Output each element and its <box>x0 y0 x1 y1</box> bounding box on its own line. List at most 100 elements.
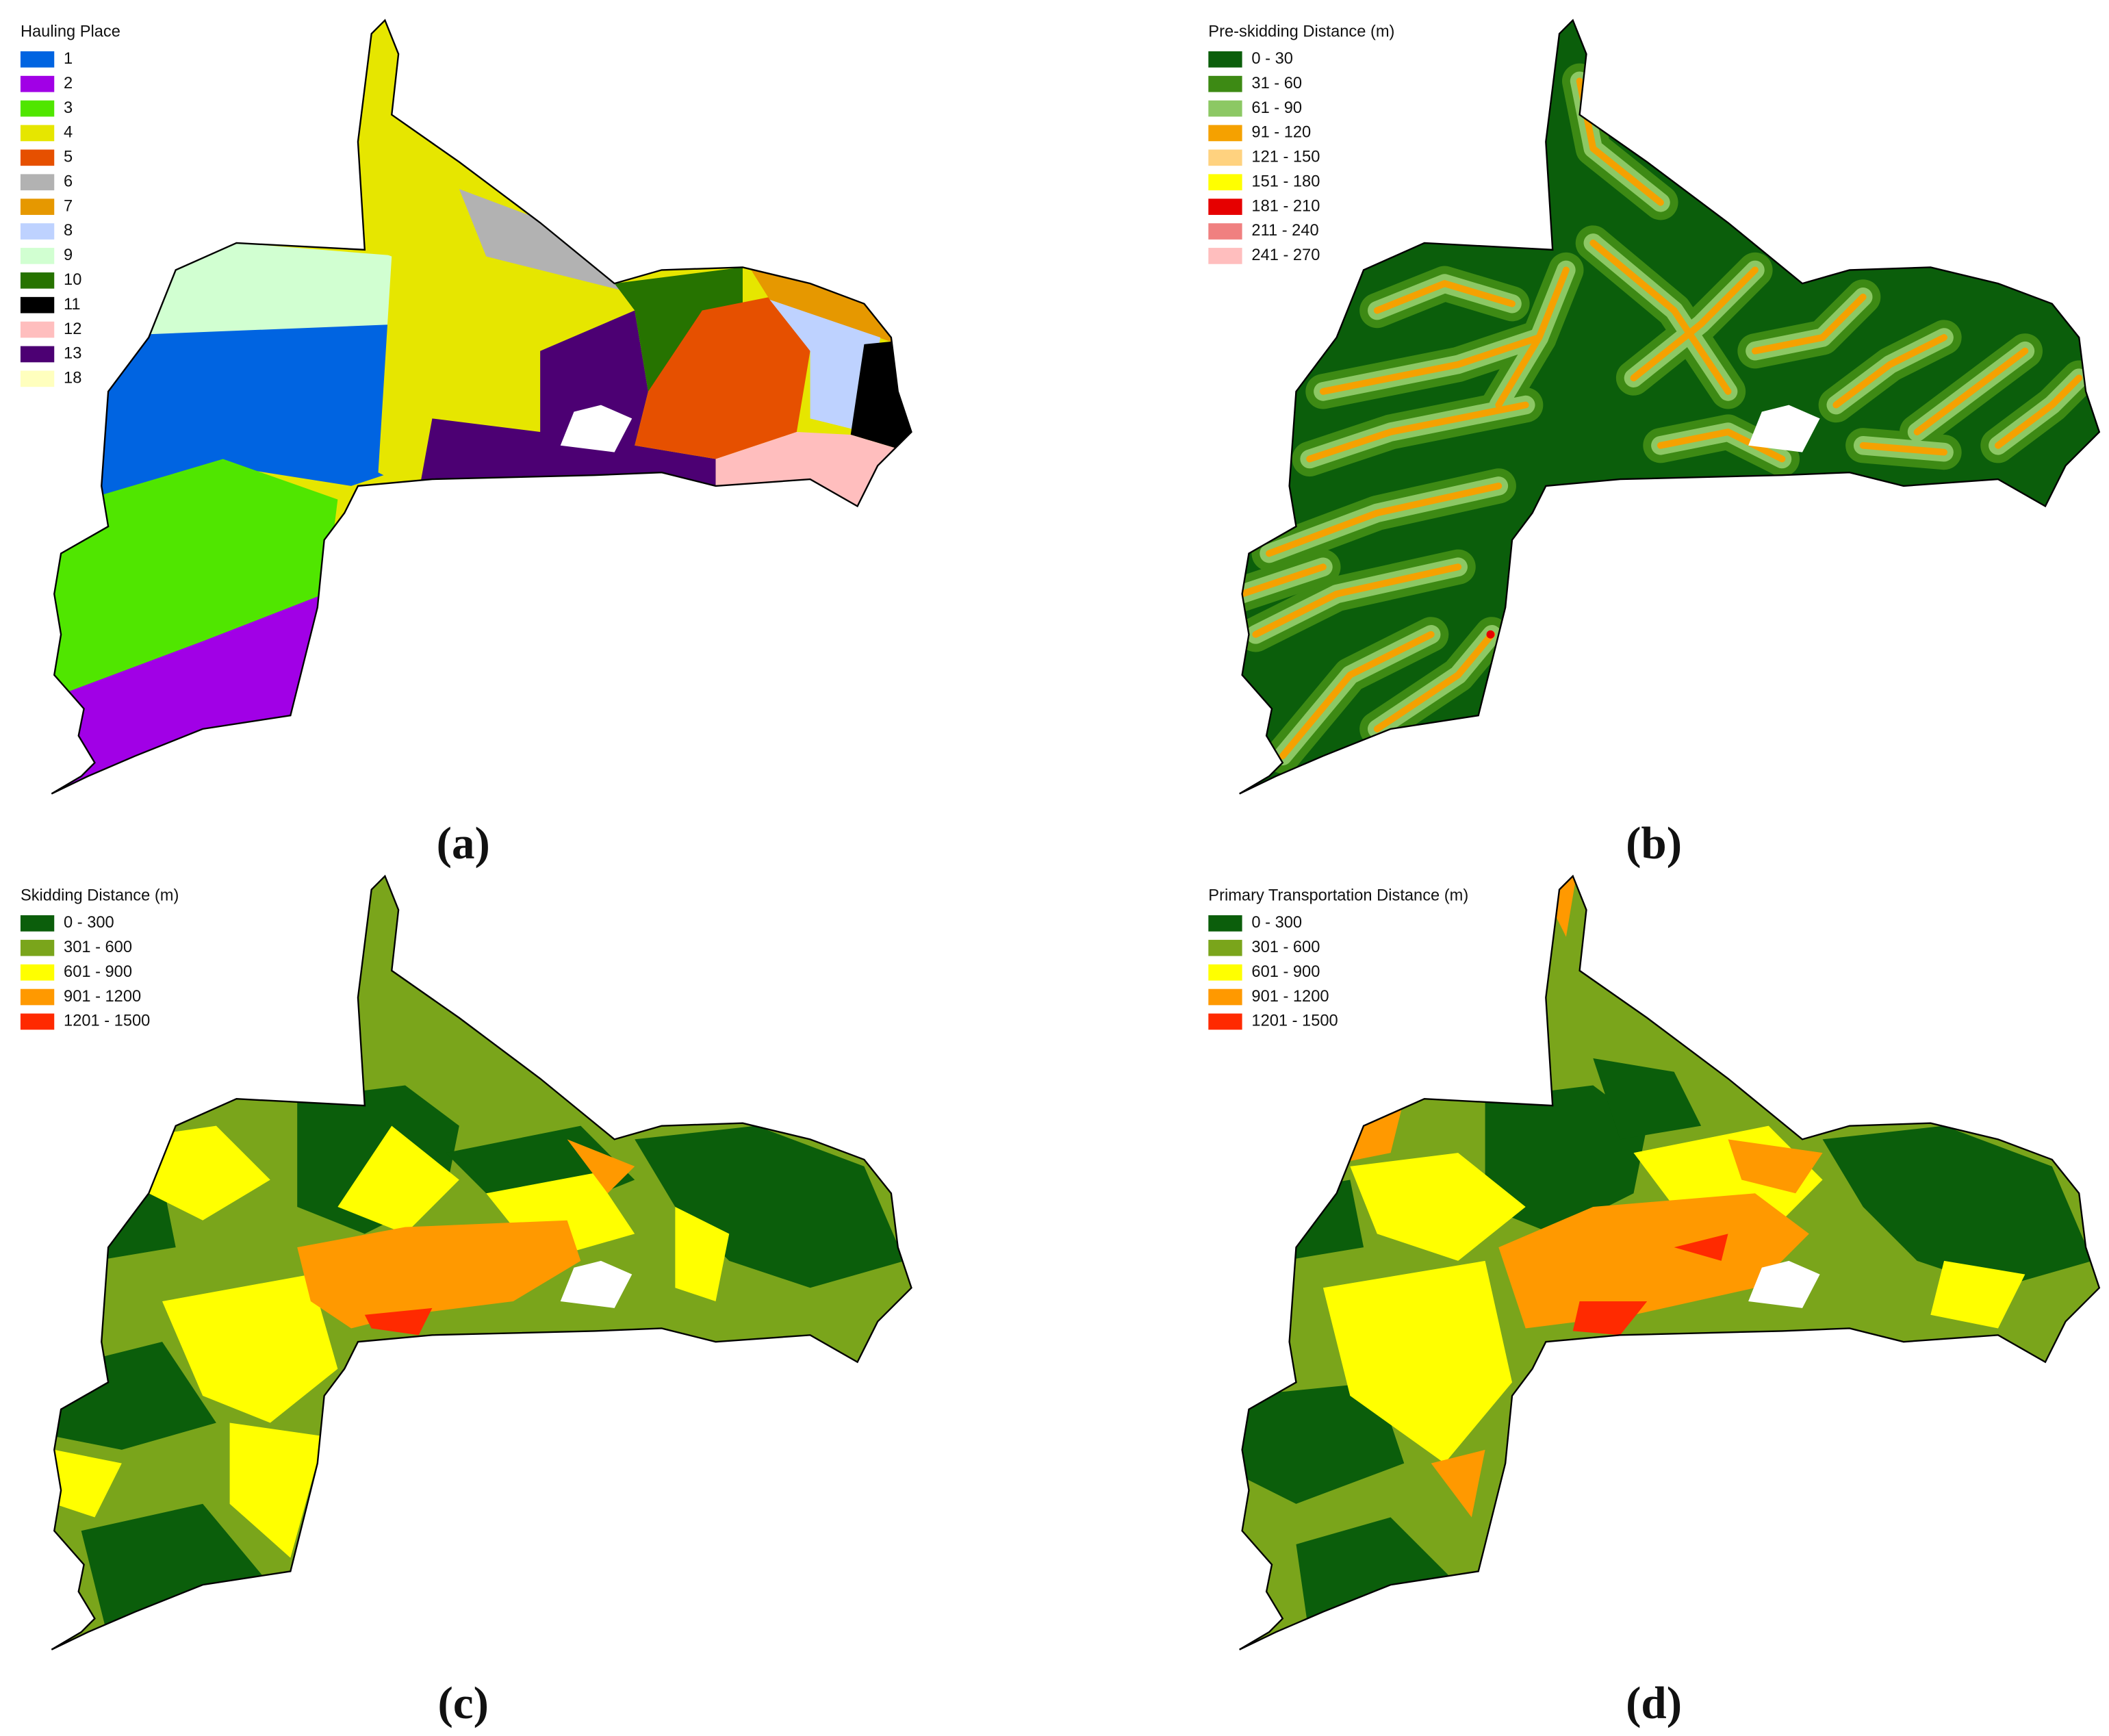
map-zone <box>337 1125 459 1234</box>
map-zone <box>1322 1260 1513 1464</box>
legend-label: 1201 - 1500 <box>1251 1012 1338 1030</box>
legend-label: 31 - 60 <box>1251 75 1302 92</box>
legend-swatch <box>1208 248 1242 264</box>
map-zone <box>1674 1234 1728 1261</box>
legend-label: 6 <box>64 173 73 190</box>
map-zone <box>1498 1193 1809 1329</box>
map-zone <box>1350 1153 1526 1261</box>
legend-label: 1201 - 1500 <box>64 1012 150 1030</box>
legend-label: 241 - 270 <box>1251 246 1320 264</box>
panel-caption: (b) <box>1626 817 1682 869</box>
legend-title: Pre-skidding Distance (m) <box>1208 23 1394 41</box>
map-zone <box>1572 1301 1648 1336</box>
ridge-core <box>1859 442 1947 456</box>
map <box>51 19 912 795</box>
legend-label: 8 <box>64 222 73 240</box>
ridge-core <box>1495 266 1570 409</box>
legend-label: 11 <box>64 296 81 314</box>
legend-swatch <box>20 75 55 92</box>
map <box>1238 875 2101 1650</box>
ridge-core <box>1913 347 2029 435</box>
legend-label: 601 - 900 <box>1251 963 1320 981</box>
legend-label: 211 - 240 <box>1251 222 1318 240</box>
legend-label: 9 <box>64 246 73 264</box>
legend-label: 181 - 210 <box>1251 197 1320 215</box>
ridge-core <box>1995 374 2083 449</box>
legend-swatch <box>1208 149 1242 166</box>
legend-label: 61 - 90 <box>1251 99 1302 117</box>
legend-label: 121 - 150 <box>1251 149 1320 166</box>
legend-swatch <box>1208 174 1242 191</box>
ridge-core <box>1239 563 1327 598</box>
legend-swatch <box>20 100 55 117</box>
panel-caption: (a) <box>437 817 490 869</box>
map-zone <box>229 1422 324 1558</box>
legend-swatch <box>20 1013 55 1030</box>
map-zone <box>1822 1125 2093 1288</box>
map-region <box>769 299 881 433</box>
map-zone <box>1485 1085 1648 1234</box>
legend-label: 301 - 600 <box>64 939 132 956</box>
map-region <box>635 296 810 459</box>
legend-label: 12 <box>64 320 81 338</box>
ridge-peak <box>1355 253 1367 265</box>
legend-label: 91 - 120 <box>1251 124 1311 142</box>
legend-label: 1 <box>64 50 73 68</box>
map-hole <box>1748 405 1820 452</box>
map-zone <box>162 1274 338 1423</box>
legend-swatch <box>1208 964 1242 981</box>
legend-label: 10 <box>64 271 81 289</box>
legend-label: 5 <box>64 149 73 166</box>
legend-swatch <box>20 51 55 68</box>
ridge-core <box>1319 334 1543 395</box>
map-hole <box>560 1260 632 1308</box>
map-zone <box>1242 1382 1405 1504</box>
legend-swatch <box>20 988 55 1006</box>
legend-label: 151 - 180 <box>1251 173 1320 190</box>
map-region <box>418 310 716 493</box>
map-region <box>67 324 405 513</box>
map-zone <box>635 1125 905 1288</box>
legend-swatch <box>20 125 55 142</box>
legend-swatch <box>1208 223 1242 240</box>
legend-label: 301 - 600 <box>1251 939 1320 956</box>
ridge-core <box>1373 280 1516 314</box>
legend-swatch <box>20 272 55 289</box>
legend-swatch <box>20 248 55 264</box>
legend-swatch <box>1208 51 1242 68</box>
legend-swatch <box>20 915 55 932</box>
legend-swatch <box>1208 915 1242 932</box>
legend-title: Hauling Place <box>21 23 120 41</box>
legend-swatch <box>1208 100 1242 117</box>
legend-swatch <box>20 174 55 191</box>
ridge-core <box>1306 401 1529 463</box>
legend-title: Skidding Distance (m) <box>21 887 179 905</box>
ridge-core <box>1279 630 1435 760</box>
legend-swatch <box>1208 939 1242 956</box>
ridge-core <box>1266 482 1503 557</box>
legend-label: 18 <box>64 370 81 387</box>
legend-label: 901 - 1200 <box>64 988 141 1006</box>
legend-swatch <box>1208 1013 1242 1030</box>
legend-label: 3 <box>64 99 73 117</box>
legend-label: 0 - 300 <box>64 914 114 932</box>
legend-label: 2 <box>64 75 73 92</box>
map-zone <box>81 1503 270 1639</box>
legend-label: 601 - 900 <box>64 963 132 981</box>
legend-swatch <box>20 296 55 314</box>
legend-swatch <box>1208 988 1242 1006</box>
legend-swatch <box>1208 125 1242 142</box>
map-zone <box>1322 1119 1344 1147</box>
map-zone <box>1431 1449 1485 1518</box>
legend-swatch <box>20 199 55 215</box>
map-fill <box>51 20 912 794</box>
map-region <box>742 256 898 344</box>
legend-swatch <box>1208 75 1242 92</box>
map-zone <box>54 1449 122 1518</box>
ridge-core <box>1589 240 1732 395</box>
legend-swatch <box>20 346 55 363</box>
ridge-peak <box>1486 630 1495 639</box>
legend-label: 4 <box>64 124 73 142</box>
